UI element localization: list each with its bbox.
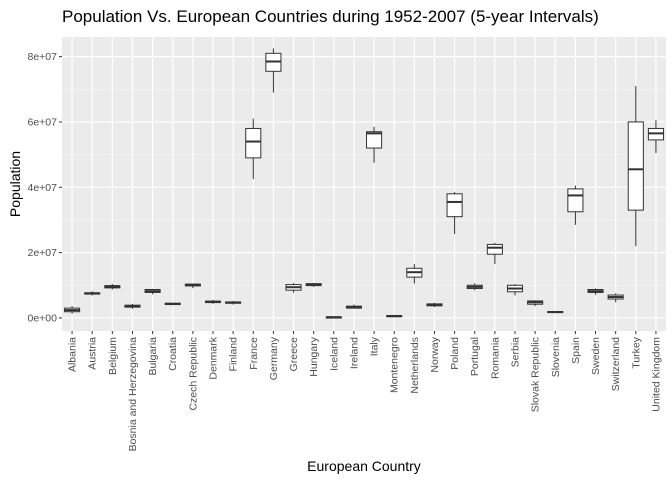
x-tick-label: Finland — [228, 337, 240, 372]
box-france — [245, 118, 262, 180]
x-tick-label: Portugal — [469, 337, 481, 376]
x-tick-label: Serbia — [510, 337, 522, 368]
x-tick-label: Norway — [429, 336, 441, 372]
box-slovak-republic — [527, 300, 544, 307]
x-tick-label: Bulgaria — [147, 337, 159, 376]
x-tick-label: Poland — [449, 337, 461, 370]
box-iqr — [486, 243, 503, 255]
chart-title: Population Vs. European Countries during… — [62, 7, 599, 26]
minor-gridlines — [62, 88, 666, 286]
x-tick-label: Romania — [489, 337, 501, 379]
x-tick-label: Albania — [67, 337, 79, 372]
x-tick-label: Spain — [570, 337, 582, 364]
x-tick-label: Denmark — [208, 336, 220, 379]
x-axis: Albania Austria Belgium Bosnia and Herzegov… — [67, 331, 662, 452]
box-greece — [285, 282, 302, 293]
x-tick-label: Croatia — [167, 337, 179, 371]
y-tick-label: 6e+07 — [28, 116, 58, 128]
box-czech-republic — [184, 283, 201, 289]
box-albania — [64, 306, 81, 314]
box-iqr — [366, 131, 383, 149]
box-iqr — [245, 127, 262, 159]
y-tick-label: 4e+07 — [28, 182, 58, 194]
box-portugal — [466, 283, 483, 291]
box-germany — [265, 48, 282, 93]
box-finland — [225, 300, 242, 305]
x-tick-label: Germany — [268, 336, 280, 380]
box-switzerland — [607, 293, 624, 303]
x-tick-label: United Kingdom — [650, 337, 662, 412]
x-tick-label: Greece — [288, 337, 300, 372]
y-tick-label: 2e+07 — [28, 247, 58, 259]
box-united-kingdom — [647, 120, 664, 153]
box-denmark — [204, 299, 222, 304]
box-montenegro — [386, 314, 403, 318]
x-tick-label: Hungary — [308, 336, 320, 376]
box-netherlands — [406, 264, 423, 284]
box-croatia — [164, 302, 181, 306]
box-spain — [567, 185, 584, 225]
y-tick-label: 8e+07 — [28, 51, 58, 63]
box-italy — [366, 126, 383, 163]
box-bosnia-and-herzegovina — [124, 303, 141, 309]
x-tick-label: Slovak Republic — [530, 337, 542, 412]
box-norway — [426, 302, 443, 308]
box-romania — [486, 242, 503, 265]
x-tick-label: Turkey — [630, 336, 642, 368]
major-gridlines — [62, 37, 666, 331]
box-serbia — [506, 283, 524, 296]
box-belgium — [104, 283, 121, 290]
x-tick-label: Ireland — [348, 337, 360, 369]
plot-panel — [62, 37, 666, 331]
x-tick-label: Bosnia and Herzegovina — [127, 337, 139, 452]
box-sweden — [587, 288, 604, 295]
box-bulgaria — [144, 288, 161, 295]
x-tick-label: Belgium — [107, 337, 119, 375]
box-iqr — [627, 121, 644, 211]
box-poland — [446, 192, 463, 234]
x-tick-label: France — [248, 337, 260, 370]
y-axis-title: Population — [7, 151, 23, 217]
x-tick-label: Czech Republic — [187, 337, 199, 411]
x-tick-label: Sweden — [590, 337, 602, 375]
x-tick-label: Austria — [87, 337, 99, 370]
x-tick-label: Slovenia — [550, 337, 562, 377]
box-hungary — [305, 282, 322, 287]
box-turkey — [627, 86, 644, 247]
y-axis: 0e+00 2e+07 4e+07 6e+07 8e+07 — [28, 51, 62, 324]
boxes-layer — [64, 48, 664, 319]
x-tick-label: Switzerland — [610, 337, 622, 391]
x-tick-label: Montenegro — [389, 337, 401, 393]
box-austria — [84, 291, 101, 296]
x-tick-label: Netherlands — [409, 337, 421, 394]
box-iqr — [446, 193, 463, 218]
x-tick-label: Italy — [369, 336, 381, 356]
y-tick-label: 0e+00 — [28, 312, 58, 324]
box-iqr — [567, 188, 584, 213]
box-slovenia — [547, 311, 564, 314]
box-iceland — [325, 316, 342, 319]
x-axis-title: European Country — [307, 458, 421, 474]
box-ireland — [345, 304, 362, 309]
x-tick-label: Iceland — [328, 337, 340, 371]
